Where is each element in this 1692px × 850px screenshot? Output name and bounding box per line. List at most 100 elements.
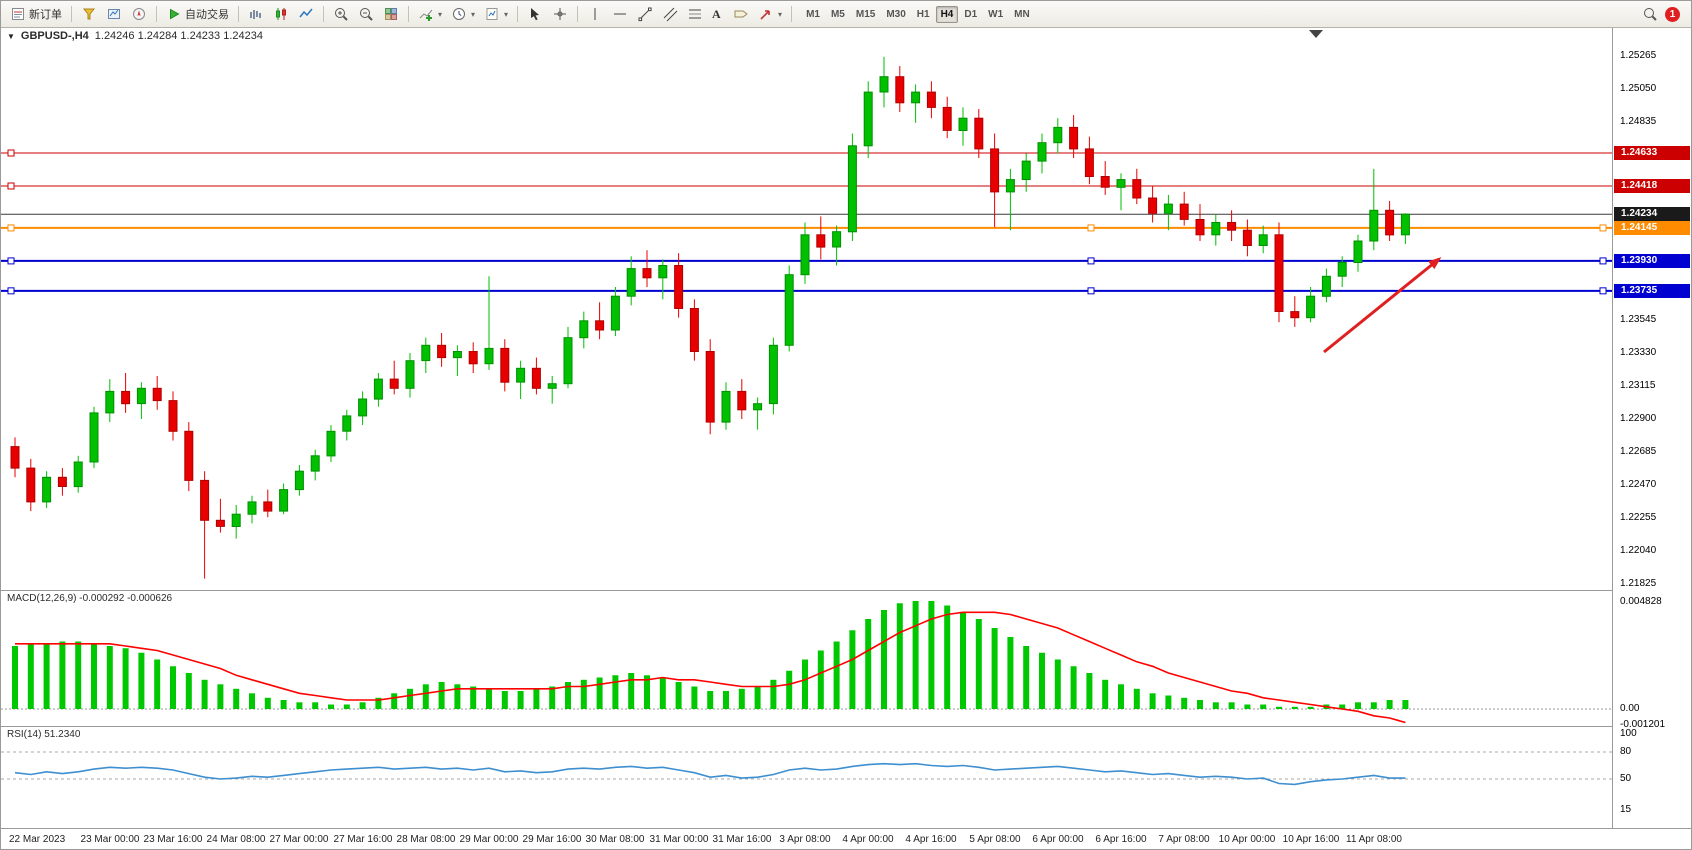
bar-chart-button[interactable] [244, 4, 268, 24]
text-button[interactable]: A [708, 4, 728, 24]
tile-windows-icon [383, 6, 399, 22]
market-watch-button[interactable] [102, 4, 126, 24]
price-line-badge: 1.23735 [1614, 283, 1690, 298]
templates-button[interactable]: ▾ [480, 4, 512, 24]
label-icon [733, 6, 749, 22]
toolbar-separator [238, 6, 239, 22]
trendline-button[interactable] [633, 4, 657, 24]
cursor-button[interactable] [523, 4, 547, 24]
play-icon [166, 6, 182, 22]
price-tick: 1.21825 [1620, 578, 1657, 589]
tile-windows-button[interactable] [379, 4, 403, 24]
chevron-down-icon: ▾ [438, 9, 443, 19]
price-tick: 1.25265 [1620, 50, 1657, 61]
zoom-in-button[interactable] [329, 4, 353, 24]
rsi-scale-50: 50 [1620, 773, 1632, 784]
toolbar-separator [71, 6, 72, 22]
indicators-button[interactable]: ▾ [414, 4, 446, 24]
notification-badge[interactable]: 1 [1665, 6, 1680, 22]
toolbar-separator [517, 6, 519, 22]
crosshair-icon [552, 6, 568, 22]
cursor-icon [527, 6, 543, 22]
channel-button[interactable] [658, 4, 682, 24]
price-tick: 1.22040 [1620, 545, 1657, 556]
time-label: 10 Apr 00:00 [1218, 834, 1276, 845]
time-label: 11 Apr 08:00 [1346, 834, 1402, 845]
time-label: 23 Mar 00:00 [80, 834, 140, 845]
profiles-button[interactable] [77, 4, 101, 24]
template-icon [484, 6, 500, 22]
new-order-label: 新订单 [29, 9, 62, 21]
rsi-label: RSI(14) 51.2340 [7, 729, 81, 740]
candlestick-chart[interactable] [1, 27, 1613, 590]
price-scale[interactable]: 0.004828 0.00 -0.001201 100 80 50 15 1.2… [1612, 27, 1691, 828]
timeframe-button[interactable]: M1 [801, 6, 825, 23]
bar-chart-icon [248, 6, 264, 22]
search-icon[interactable] [1642, 6, 1658, 22]
text-tool-icon: A [712, 6, 721, 21]
arrow-tool-icon [758, 6, 774, 22]
time-label: 31 Mar 16:00 [712, 834, 772, 845]
timeframe-button[interactable]: D1 [959, 6, 982, 23]
ohlc-readout: 1.24246 1.24284 1.24233 1.24234 [94, 30, 263, 42]
price-tick: 1.22255 [1620, 512, 1657, 523]
zoom-out-icon [358, 6, 374, 22]
timeframe-button[interactable]: H4 [935, 5, 959, 23]
channel-icon [662, 6, 678, 22]
price-tick: 1.23330 [1620, 347, 1657, 358]
price-tick: 1.24835 [1620, 116, 1657, 127]
navigator-button[interactable] [127, 4, 151, 24]
time-label: 4 Apr 00:00 [842, 834, 894, 845]
price-tick: 1.23115 [1620, 380, 1656, 391]
line-chart-icon [298, 6, 314, 22]
label-button[interactable] [729, 4, 753, 24]
auto-trading-button[interactable]: 自动交易 [162, 4, 233, 24]
price-tick: 1.23545 [1620, 314, 1657, 325]
candlestick-chart-button[interactable] [269, 4, 293, 24]
rsi-title: RSI(14) 51.2340 [7, 729, 80, 740]
time-label: 30 Mar 08:00 [585, 834, 645, 845]
price-line-badge: 1.24234 [1614, 207, 1690, 222]
time-label: 23 Mar 16:00 [143, 834, 203, 845]
rsi-scale-80: 80 [1620, 746, 1632, 757]
toolbar-separator [323, 6, 324, 22]
timeframe-button[interactable]: M15 [851, 6, 880, 23]
crosshair-button[interactable] [548, 4, 572, 24]
collapse-icon[interactable]: ▼ [7, 31, 15, 41]
arrow-tool-button[interactable]: ▾ [754, 4, 786, 24]
periods-button[interactable]: ▾ [447, 4, 479, 24]
macd-scale-zero: 0.00 [1620, 703, 1640, 714]
time-axis[interactable]: 22 Mar 2023 23 Mar 00:00 23 Mar 16:00 24 Ma… [1, 828, 1691, 849]
horizontal-line-button[interactable] [608, 4, 632, 24]
rsi-chart[interactable] [1, 728, 1613, 828]
toolbar: 新订单 自动交易 ▾ ▾ ▾ A ▾ [1, 1, 1691, 28]
timeframe-button[interactable]: H1 [912, 6, 935, 23]
timeframe-switcher: M1 M5 M15 M30 H1 H4 D1 W1 MN [801, 5, 1035, 23]
time-label: 29 Mar 16:00 [522, 834, 582, 845]
funnel-icon [81, 6, 97, 22]
fibonacci-button[interactable] [683, 4, 707, 24]
time-label: 27 Mar 16:00 [333, 834, 393, 845]
timeframe-button[interactable]: MN [1009, 6, 1035, 23]
new-order-button[interactable]: 新订单 [6, 4, 66, 24]
clock-icon [451, 6, 467, 22]
zoom-out-button[interactable] [354, 4, 378, 24]
price-tick: 1.25050 [1620, 83, 1657, 94]
time-label: 10 Apr 16:00 [1282, 834, 1340, 845]
price-line-badge: 1.24145 [1614, 220, 1690, 235]
price-line-badge: 1.23930 [1614, 253, 1690, 268]
price-line-badge: 1.24633 [1614, 146, 1690, 160]
zoom-in-icon [333, 6, 349, 22]
timeframe-button[interactable]: W1 [983, 6, 1008, 23]
rsi-pane: RSI(14) 51.2340 [1, 726, 1691, 828]
time-label: 24 Mar 08:00 [206, 834, 266, 845]
chevron-down-icon: ▾ [778, 9, 783, 19]
indicators-icon [418, 6, 434, 22]
vertical-line-button[interactable] [583, 4, 607, 24]
macd-chart[interactable] [1, 592, 1613, 726]
line-chart-button[interactable] [294, 4, 318, 24]
time-label: 6 Apr 00:00 [1032, 834, 1084, 845]
price-tick: 1.22470 [1620, 479, 1657, 490]
timeframe-button[interactable]: M5 [826, 6, 850, 23]
timeframe-button[interactable]: M30 [881, 6, 910, 23]
